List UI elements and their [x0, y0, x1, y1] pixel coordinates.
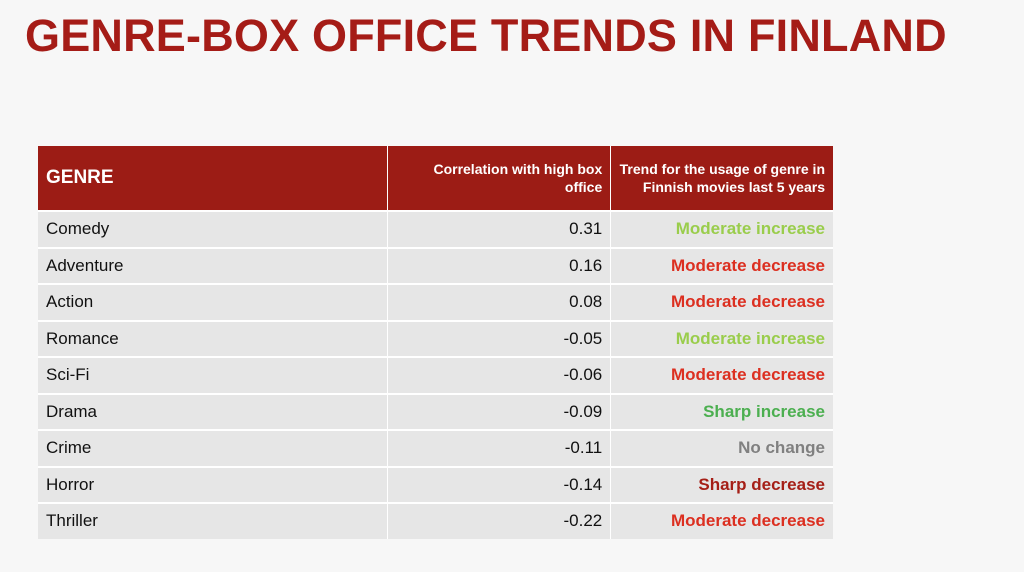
correlation-cell: -0.05: [387, 319, 612, 357]
genre-cell: Romance: [38, 319, 388, 357]
genre-cell: Thriller: [38, 502, 388, 539]
trend-cell: Moderate decrease: [610, 502, 833, 539]
genre-cell: Comedy: [38, 210, 388, 248]
table-row: Thriller -0.22 Moderate decrease: [38, 502, 833, 539]
table-row: Action 0.08 Moderate decrease: [38, 283, 833, 321]
table-header: GENRE Correlation with high box office T…: [38, 146, 833, 211]
table-row: Crime -0.11 No change: [38, 429, 833, 467]
table-row: Horror -0.14 Sharp decrease: [38, 465, 833, 503]
header-cell: Correlation with high box office: [387, 146, 612, 211]
correlation-cell: -0.06: [387, 356, 612, 394]
trend-cell: Moderate increase: [610, 210, 833, 248]
trend-cell: Moderate increase: [610, 319, 833, 357]
correlation-cell: -0.11: [387, 429, 612, 467]
slide-title: GENRE-BOX OFFICE TRENDS IN FINLAND: [25, 10, 947, 61]
trend-cell: Moderate decrease: [610, 283, 833, 321]
genre-table: GENRE Correlation with high box office T…: [38, 146, 833, 539]
table-row: Drama -0.09 Sharp increase: [38, 392, 833, 430]
trend-cell: Sharp decrease: [610, 465, 833, 503]
header-cell: GENRE: [38, 146, 388, 211]
trend-cell: Moderate decrease: [610, 246, 833, 284]
correlation-cell: 0.31: [387, 210, 612, 248]
trend-cell: Moderate decrease: [610, 356, 833, 394]
correlation-cell: -0.14: [387, 465, 612, 503]
table-row: Romance -0.05 Moderate increase: [38, 319, 833, 357]
genre-cell: Action: [38, 283, 388, 321]
trend-cell: No change: [610, 429, 833, 467]
genre-cell: Drama: [38, 392, 388, 430]
genre-cell: Adventure: [38, 246, 388, 284]
trend-cell: Sharp increase: [610, 392, 833, 430]
header-cell: Trend for the usage of genre in Finnish …: [610, 146, 833, 211]
table-row: Comedy 0.31 Moderate increase: [38, 210, 833, 248]
correlation-cell: -0.22: [387, 502, 612, 539]
table-row: Adventure 0.16 Moderate decrease: [38, 246, 833, 284]
table-row: Sci-Fi -0.06 Moderate decrease: [38, 356, 833, 394]
genre-cell: Sci-Fi: [38, 356, 388, 394]
correlation-cell: 0.16: [387, 246, 612, 284]
genre-cell: Crime: [38, 429, 388, 467]
genre-cell: Horror: [38, 465, 388, 503]
table-body: Comedy 0.31 Moderate increase Adventure 0.16…: [38, 210, 833, 539]
correlation-cell: -0.09: [387, 392, 612, 430]
correlation-cell: 0.08: [387, 283, 612, 321]
header-row: GENRE Correlation with high box office T…: [38, 146, 833, 211]
